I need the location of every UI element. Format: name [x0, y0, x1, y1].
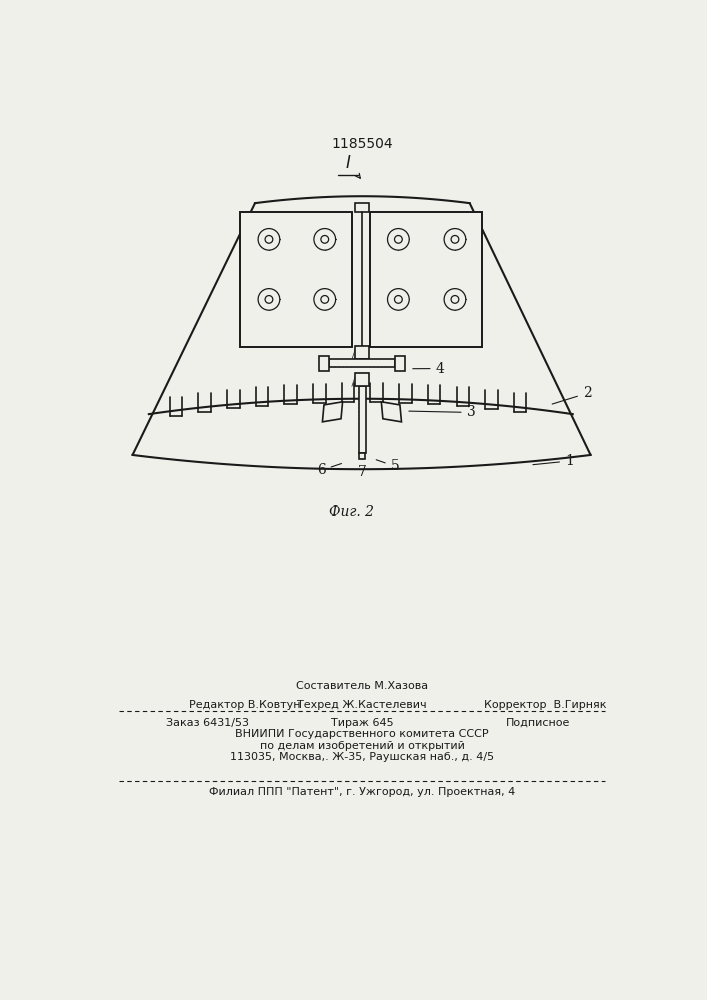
Text: по делам изобретений и открытий: по делам изобретений и открытий: [259, 741, 464, 751]
Bar: [320, 356, 329, 371]
Circle shape: [451, 235, 459, 243]
Bar: [359, 453, 365, 459]
Circle shape: [265, 235, 273, 243]
Circle shape: [321, 296, 329, 303]
Text: Составитель М.Хазова: Составитель М.Хазова: [296, 681, 428, 691]
Circle shape: [258, 289, 280, 310]
Polygon shape: [381, 402, 402, 422]
Text: Фиг. 2: Фиг. 2: [329, 505, 375, 519]
Bar: [355, 346, 369, 359]
Text: Филиал ППП "Патент", г. Ужгород, ул. Проектная, 4: Филиал ППП "Патент", г. Ужгород, ул. Про…: [209, 787, 515, 797]
Text: Подписное: Подписное: [506, 718, 570, 728]
Circle shape: [314, 229, 336, 250]
Circle shape: [395, 296, 402, 303]
Circle shape: [387, 229, 409, 250]
Circle shape: [258, 229, 280, 250]
Text: Техред Ж.Кастелевич: Техред Ж.Кастелевич: [297, 700, 427, 710]
Text: ВНИИПИ Государственного комитета СССР: ВНИИПИ Государственного комитета СССР: [235, 729, 489, 739]
Circle shape: [395, 235, 402, 243]
Circle shape: [444, 289, 466, 310]
Text: 2: 2: [552, 386, 592, 404]
Text: 1: 1: [533, 454, 574, 468]
Text: 7: 7: [358, 459, 367, 479]
Text: 5: 5: [376, 459, 399, 473]
Bar: [240, 212, 352, 347]
Circle shape: [314, 289, 336, 310]
Text: $I$: $I$: [345, 155, 351, 172]
Bar: [329, 359, 395, 367]
Text: 6: 6: [317, 463, 341, 477]
Bar: [355, 373, 369, 386]
Text: 3: 3: [409, 405, 475, 419]
Text: 113035, Москва,. Ж-35, Раушская наб., д. 4/5: 113035, Москва,. Ж-35, Раушская наб., д.…: [230, 752, 494, 762]
Text: 4: 4: [413, 362, 445, 376]
Bar: [359, 386, 366, 453]
Circle shape: [451, 296, 459, 303]
Bar: [355, 203, 369, 212]
Text: Тираж 645: Тираж 645: [331, 718, 393, 728]
Polygon shape: [322, 402, 343, 422]
Circle shape: [265, 296, 273, 303]
Circle shape: [444, 229, 466, 250]
Text: 1185504: 1185504: [331, 137, 393, 151]
Circle shape: [387, 289, 409, 310]
Bar: [370, 212, 482, 347]
Bar: [395, 356, 404, 371]
Text: Редактор В.Ковтун: Редактор В.Ковтун: [189, 700, 300, 710]
Text: Заказ 6431/53: Заказ 6431/53: [166, 718, 249, 728]
Text: Корректор  В.Гирняк: Корректор В.Гирняк: [484, 700, 607, 710]
Circle shape: [321, 235, 329, 243]
